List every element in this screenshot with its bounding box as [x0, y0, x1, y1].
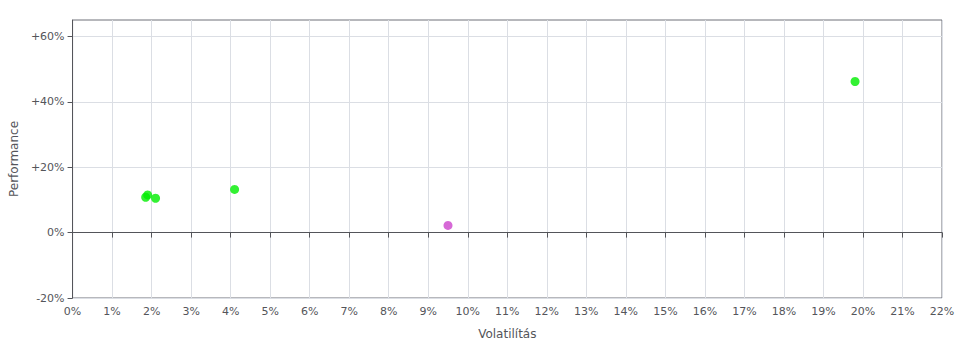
svg-text:15%: 15% [653, 305, 677, 318]
svg-text:2%: 2% [143, 305, 160, 318]
svg-text:12%: 12% [535, 305, 559, 318]
svg-text:0%: 0% [47, 226, 64, 239]
svg-text:8%: 8% [380, 305, 397, 318]
svg-text:21%: 21% [890, 305, 914, 318]
svg-text:5%: 5% [261, 305, 278, 318]
svg-text:13%: 13% [574, 305, 598, 318]
svg-text:17%: 17% [732, 305, 756, 318]
svg-text:1%: 1% [103, 305, 120, 318]
svg-text:14%: 14% [614, 305, 638, 318]
svg-text:Volatilítás: Volatilítás [478, 327, 536, 341]
svg-text:9%: 9% [420, 305, 437, 318]
svg-text:3%: 3% [182, 305, 199, 318]
svg-text:6%: 6% [301, 305, 318, 318]
svg-text:-20%: -20% [36, 292, 64, 305]
svg-text:18%: 18% [772, 305, 796, 318]
svg-text:10%: 10% [456, 305, 480, 318]
svg-text:11%: 11% [495, 305, 519, 318]
svg-text:20%: 20% [851, 305, 875, 318]
svg-text:19%: 19% [811, 305, 835, 318]
svg-text:0%: 0% [64, 305, 81, 318]
svg-text:+40%: +40% [31, 95, 65, 108]
svg-text:+60%: +60% [31, 30, 65, 43]
svg-text:+20%: +20% [31, 161, 65, 174]
svg-text:4%: 4% [222, 305, 239, 318]
svg-text:16%: 16% [693, 305, 717, 318]
svg-text:Performance: Performance [7, 121, 21, 197]
svg-text:22%: 22% [930, 305, 954, 318]
svg-text:7%: 7% [340, 305, 357, 318]
